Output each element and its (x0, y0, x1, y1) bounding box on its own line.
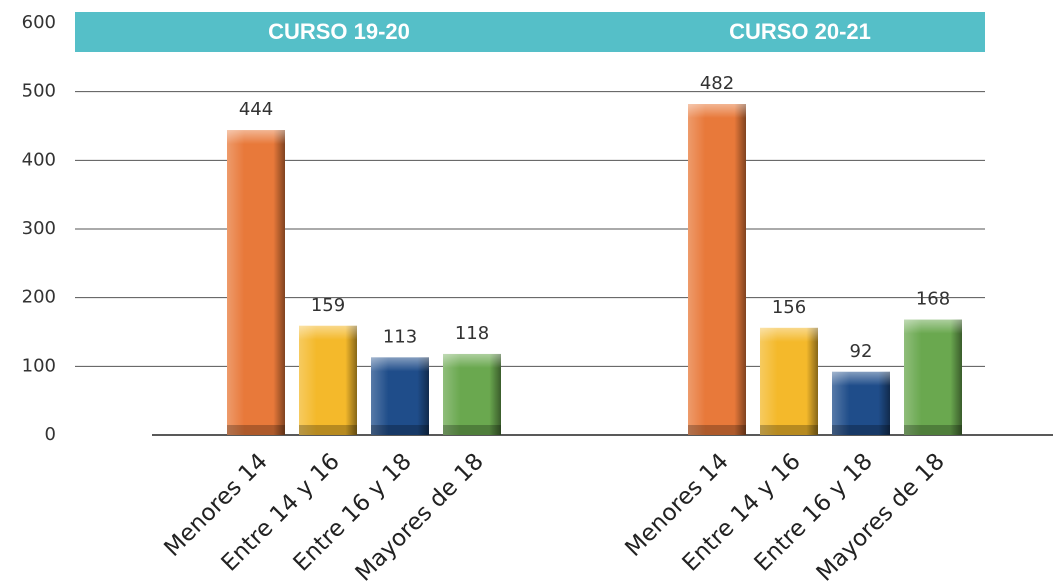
bar-foot (904, 425, 962, 435)
bar-glow (443, 353, 501, 368)
y-tick-label: 600 (22, 12, 56, 33)
group-title: CURSO 19-20 (268, 19, 410, 44)
value-label: 444 (239, 99, 273, 120)
bar-glow (904, 319, 962, 334)
value-label: 92 (850, 341, 873, 362)
bar-foot (371, 425, 429, 435)
bar-shade (299, 325, 357, 435)
bar-foot (443, 425, 501, 435)
bar-glow (227, 130, 285, 145)
y-tick-label: 500 (22, 81, 56, 102)
bar-shade (688, 104, 746, 435)
value-label: 159 (311, 295, 345, 316)
y-tick-label: 200 (22, 287, 56, 308)
x-tick-label: Mayores de 18 (351, 448, 489, 581)
value-label: 168 (916, 289, 950, 310)
y-tick-label: 100 (22, 355, 56, 376)
bar-foot (688, 425, 746, 435)
bar-glow (371, 357, 429, 372)
bar-shade (227, 130, 285, 435)
value-label: 113 (383, 326, 417, 347)
bar-foot (760, 425, 818, 435)
y-tick-label: 0 (45, 424, 56, 445)
bar-glow (688, 104, 746, 119)
value-label: 482 (700, 73, 734, 94)
value-label: 118 (455, 323, 489, 344)
y-tick-label: 400 (22, 149, 56, 170)
bar-shade (904, 319, 962, 435)
header-band (75, 12, 985, 52)
bar-glow (832, 371, 890, 386)
bar-glow (299, 325, 357, 340)
y-tick-label: 300 (22, 218, 56, 239)
bar-glow (760, 327, 818, 342)
bar-shade (760, 327, 818, 435)
bar-foot (299, 425, 357, 435)
bar-foot (832, 425, 890, 435)
bar-foot (227, 425, 285, 435)
x-tick-label: Mayores de 18 (812, 448, 950, 581)
group-title: CURSO 20-21 (729, 19, 871, 44)
value-label: 156 (772, 297, 806, 318)
